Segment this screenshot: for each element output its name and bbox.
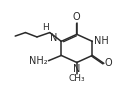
Text: O: O: [104, 58, 112, 68]
Text: H: H: [42, 23, 49, 32]
Text: O: O: [73, 12, 81, 22]
Text: N: N: [50, 33, 57, 43]
Text: CH₃: CH₃: [68, 74, 85, 83]
Text: N: N: [73, 64, 81, 74]
Text: NH₂: NH₂: [29, 56, 48, 66]
Text: NH: NH: [94, 36, 109, 46]
